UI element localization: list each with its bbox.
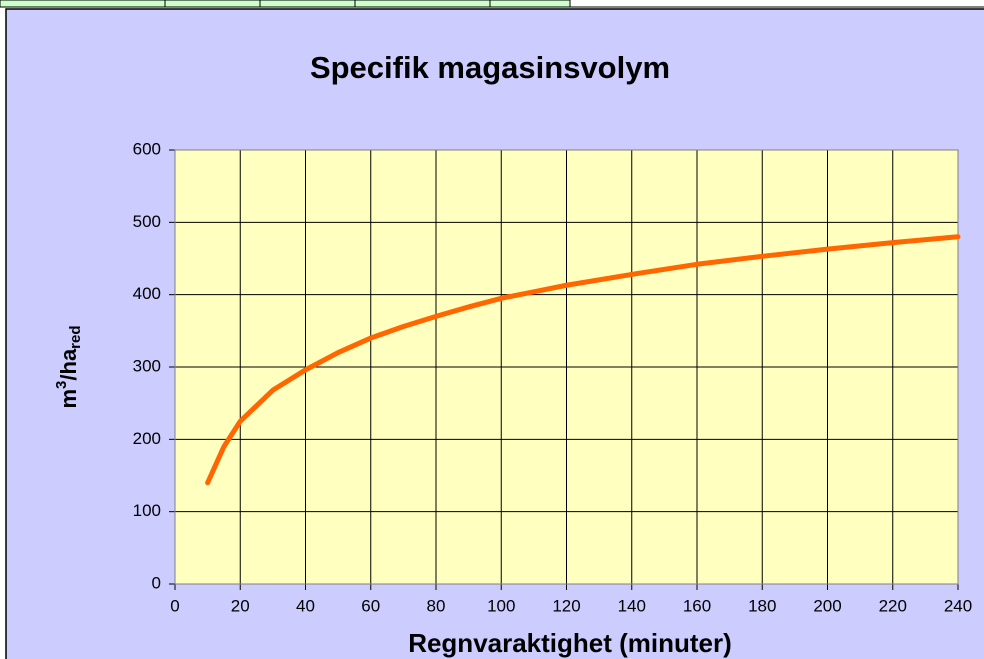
x-tick-label: 140: [618, 596, 646, 615]
y-label-sub: red: [67, 325, 84, 348]
x-tick-label: 40: [296, 596, 315, 615]
y-tick-label: 200: [133, 429, 161, 448]
y-tick-label: 0: [152, 573, 161, 592]
y-tick-label: 300: [133, 356, 161, 375]
x-tick-label: 60: [361, 596, 380, 615]
x-tick-label: 240: [944, 596, 972, 615]
x-tick-label: 120: [552, 596, 580, 615]
plot-border: [174, 149, 959, 585]
x-tick-label: 80: [427, 596, 446, 615]
y-tick-label: 100: [133, 501, 161, 520]
x-tick-label: 180: [748, 596, 776, 615]
x-tick-label: 20: [231, 596, 250, 615]
y-tick-label: 600: [133, 139, 161, 158]
x-tick-label: 100: [487, 596, 515, 615]
y-tick-label: 500: [133, 212, 161, 231]
sheet-cell-borders: [0, 0, 984, 8]
chart-title: Specifik magasinsvolym: [310, 50, 670, 85]
line-series: [205, 234, 961, 486]
sheet-cells: [0, 0, 571, 8]
y-axis-label: m3/hared: [53, 325, 84, 408]
y-label-base: m: [56, 389, 81, 409]
x-axis-label: Regnvaraktighet (minuter): [408, 628, 732, 658]
x-tick-label: 0: [170, 596, 179, 615]
x-tick-label: 160: [683, 596, 711, 615]
y-tick-label: 400: [133, 284, 161, 303]
x-tick-label: 200: [813, 596, 841, 615]
y-label-sup: 3: [53, 381, 70, 389]
x-tick-label: 220: [879, 596, 907, 615]
y-label-mid: /ha: [56, 348, 81, 381]
